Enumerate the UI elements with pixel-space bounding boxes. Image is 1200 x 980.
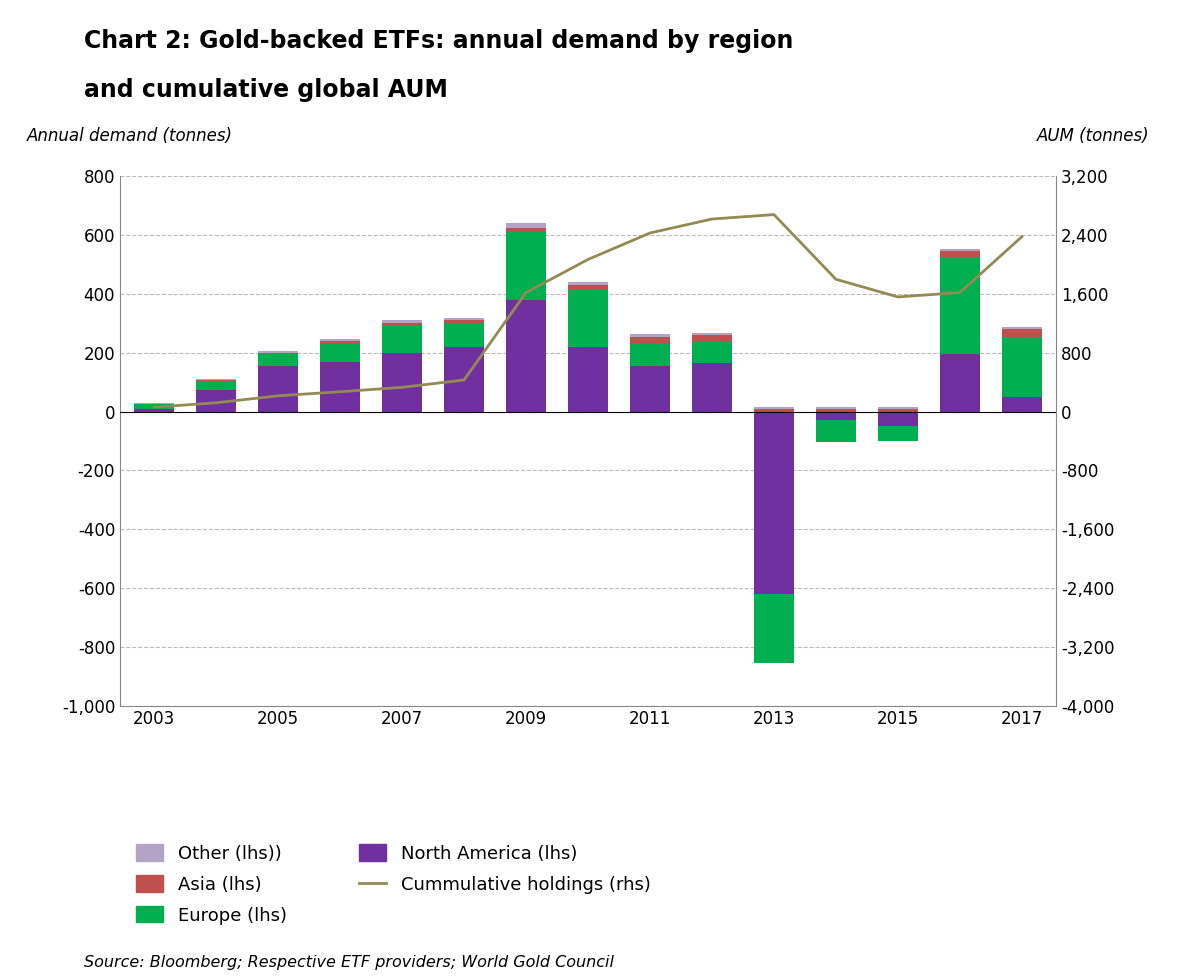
Bar	[444, 318, 484, 320]
Bar	[506, 222, 546, 228]
Legend: Other (lhs)), Asia (lhs), Europe (lhs), North America (lhs), Cummulative holding: Other (lhs)), Asia (lhs), Europe (lhs), …	[130, 837, 658, 932]
Bar	[320, 341, 360, 342]
Bar	[630, 334, 670, 336]
Text: Chart 2: Gold-backed ETFs: annual demand by region: Chart 2: Gold-backed ETFs: annual demand…	[84, 29, 793, 53]
Bar	[1002, 336, 1042, 397]
Bar	[382, 353, 422, 412]
Bar	[816, 409, 856, 412]
Bar	[877, 408, 918, 409]
Bar	[630, 336, 670, 342]
Bar	[196, 390, 236, 412]
Bar	[568, 285, 608, 290]
Text: AUM (tonnes): AUM (tonnes)	[1037, 126, 1150, 145]
Bar	[1002, 327, 1042, 329]
Bar	[630, 366, 670, 412]
Bar	[444, 347, 484, 412]
Bar	[196, 380, 236, 390]
Bar	[816, 420, 856, 443]
Bar	[816, 408, 856, 409]
Bar	[816, 412, 856, 420]
Bar	[630, 342, 670, 366]
Bar	[320, 339, 360, 341]
Bar	[877, 412, 918, 426]
Bar	[568, 347, 608, 412]
Bar	[506, 300, 546, 412]
Bar	[196, 379, 236, 380]
Bar	[258, 366, 299, 412]
Bar	[940, 251, 980, 257]
Bar	[568, 281, 608, 285]
Bar	[754, 412, 794, 594]
Bar	[506, 228, 546, 232]
Bar	[134, 404, 174, 409]
Bar	[320, 362, 360, 412]
Bar	[940, 249, 980, 251]
Bar	[692, 333, 732, 335]
Bar	[940, 257, 980, 354]
Bar	[754, 407, 794, 409]
Bar	[877, 426, 918, 441]
Bar	[692, 341, 732, 363]
Bar	[877, 409, 918, 412]
Bar	[1002, 397, 1042, 412]
Bar	[568, 289, 608, 347]
Bar	[320, 342, 360, 362]
Bar	[258, 351, 299, 354]
Bar	[444, 323, 484, 347]
Bar	[754, 409, 794, 412]
Text: Source: Bloomberg; Respective ETF providers; World Gold Council: Source: Bloomberg; Respective ETF provid…	[84, 956, 614, 970]
Text: and cumulative global AUM: and cumulative global AUM	[84, 78, 448, 102]
Bar	[940, 354, 980, 412]
Bar	[258, 354, 299, 366]
Bar	[754, 594, 794, 662]
Bar	[134, 409, 174, 412]
Bar	[1002, 329, 1042, 336]
Bar	[506, 232, 546, 300]
Text: Annual demand (tonnes): Annual demand (tonnes)	[26, 126, 233, 145]
Bar	[692, 335, 732, 341]
Bar	[692, 363, 732, 412]
Bar	[382, 322, 422, 325]
Bar	[382, 325, 422, 353]
Bar	[444, 320, 484, 323]
Bar	[382, 319, 422, 322]
